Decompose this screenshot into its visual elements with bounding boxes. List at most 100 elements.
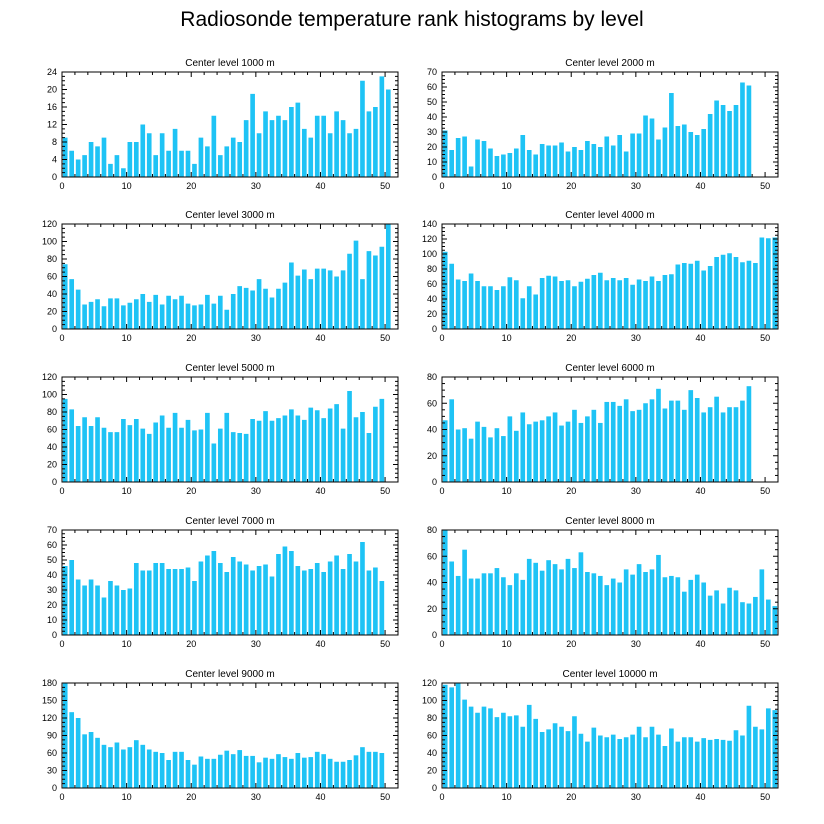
histogram-bar	[772, 237, 778, 329]
histogram-bar	[610, 278, 616, 329]
x-tick-label: 50	[760, 333, 770, 343]
histogram-bar	[455, 279, 461, 329]
histogram-bar	[546, 729, 551, 789]
histogram-bar	[308, 279, 314, 330]
histogram-bar	[501, 154, 506, 177]
histogram-bar	[282, 546, 288, 635]
histogram-bar	[211, 115, 217, 177]
panel-title: Center level 5000 m	[185, 363, 275, 374]
histogram-bar	[379, 581, 385, 635]
histogram-bar	[256, 279, 262, 330]
histogram-bar	[740, 735, 745, 788]
x-tick-label: 10	[502, 333, 512, 343]
histogram-bar	[360, 542, 365, 635]
histogram-bar	[643, 403, 648, 482]
histogram-bar	[636, 409, 642, 482]
histogram-bar	[520, 579, 526, 636]
histogram-bar	[82, 585, 87, 635]
histogram-bar	[604, 737, 610, 788]
histogram-bar	[772, 606, 778, 636]
histogram-bar	[379, 76, 385, 178]
y-tick-label: 100	[42, 390, 57, 400]
x-tick-label: 10	[502, 792, 512, 802]
y-tick-label: 80	[427, 264, 437, 274]
histogram-bar	[662, 408, 668, 482]
histogram-bar	[250, 570, 255, 635]
histogram-bar	[101, 744, 107, 788]
histogram-bar	[701, 412, 707, 482]
histogram-bar	[449, 150, 455, 177]
y-tick-label: 80	[427, 525, 437, 535]
histogram-bar	[172, 751, 178, 788]
histogram-bar	[597, 422, 603, 482]
histogram-bar	[75, 289, 81, 330]
histogram-bar	[263, 757, 268, 788]
histogram-bar	[688, 263, 694, 329]
y-tick-label: 0	[52, 783, 57, 793]
histogram-bar	[114, 155, 120, 178]
histogram-bar	[552, 564, 558, 636]
y-tick-label: 4	[52, 155, 57, 165]
histogram-bar	[765, 708, 771, 789]
x-tick-label: 20	[186, 792, 196, 802]
histogram-bar	[282, 282, 288, 330]
histogram-bar	[630, 574, 635, 636]
y-tick-label: 20	[427, 142, 437, 152]
histogram-bar	[714, 396, 719, 482]
y-tick-label: 30	[427, 127, 437, 137]
histogram-bar	[533, 562, 539, 635]
histogram-bar	[237, 286, 243, 330]
histogram-bar	[572, 716, 577, 788]
histogram-bar	[314, 751, 320, 788]
histogram-bar	[468, 706, 474, 789]
histogram-bar	[373, 255, 378, 329]
histogram-bar	[675, 741, 681, 789]
histogram-bar	[475, 139, 480, 177]
histogram-bar	[334, 761, 339, 788]
figure-title: Radiosonde temperature rank histograms b…	[180, 8, 644, 31]
histogram-bar	[127, 302, 133, 329]
histogram-bar	[224, 309, 230, 329]
histogram-bar	[250, 755, 255, 788]
histogram-bar	[256, 133, 262, 177]
histogram-bar	[565, 558, 571, 636]
histogram-bar	[217, 428, 223, 483]
histogram-bar	[714, 100, 719, 177]
histogram-bar	[623, 278, 629, 329]
histogram-bar	[507, 416, 513, 483]
histogram-bar	[146, 301, 152, 330]
histogram-bar	[501, 436, 506, 482]
histogram-bar	[347, 760, 352, 788]
histogram-bar	[733, 257, 739, 329]
y-tick-label: 100	[422, 696, 437, 706]
x-tick-label: 10	[122, 181, 132, 191]
y-tick-label: 20	[47, 460, 57, 470]
histogram-bar	[230, 294, 236, 329]
histogram-bar	[314, 115, 320, 177]
histogram-bar	[578, 281, 584, 329]
histogram-bar	[198, 756, 204, 788]
histogram-bar	[69, 560, 75, 635]
histogram-bar	[610, 145, 616, 177]
histogram-bar	[243, 433, 249, 483]
x-tick-label: 10	[122, 486, 132, 496]
histogram-bar	[114, 585, 120, 635]
histogram-bar	[759, 237, 765, 329]
histogram-bar	[468, 273, 474, 329]
x-tick-label: 0	[439, 639, 444, 649]
histogram-bar	[127, 425, 133, 483]
histogram-bar	[604, 280, 610, 329]
y-tick-label: 0	[432, 783, 437, 793]
panel-title: Center level 6000 m	[565, 363, 655, 374]
histogram-bar	[185, 150, 191, 177]
histogram-bar	[539, 732, 545, 788]
histogram-bar	[526, 150, 532, 177]
x-tick-label: 0	[439, 792, 444, 802]
histogram-bar	[347, 391, 352, 482]
histogram-bar	[507, 585, 513, 636]
histogram-bar	[675, 400, 681, 483]
histogram-bar	[379, 398, 385, 483]
histogram-bar	[475, 712, 480, 788]
y-tick-label: 120	[42, 713, 57, 723]
histogram-bar	[643, 115, 648, 177]
